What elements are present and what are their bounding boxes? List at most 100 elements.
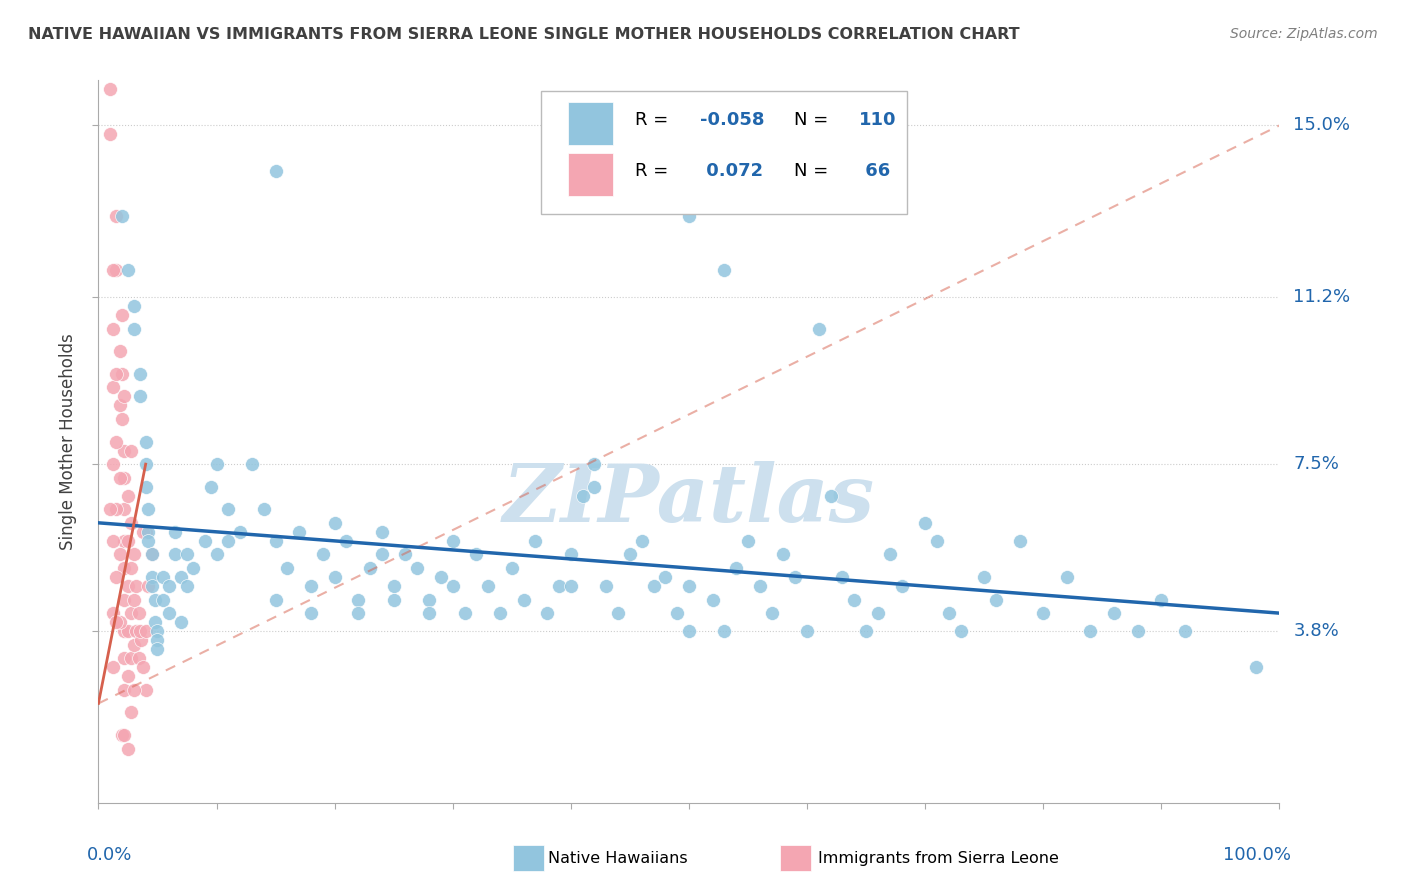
- Point: [136, 579, 159, 593]
- Point: [143, 592, 166, 607]
- Point: [121, 651, 143, 665]
- Point: [105, 502, 128, 516]
- Point: [1032, 606, 1054, 620]
- Point: [524, 533, 547, 548]
- Point: [111, 209, 134, 223]
- Point: [512, 592, 534, 607]
- Point: [418, 606, 440, 620]
- Point: [111, 367, 134, 381]
- Point: [548, 579, 571, 593]
- Text: N =: N =: [794, 111, 834, 128]
- Point: [101, 263, 124, 277]
- Point: [949, 624, 972, 639]
- Point: [831, 570, 853, 584]
- Point: [501, 561, 523, 575]
- Point: [108, 548, 131, 562]
- Point: [128, 606, 150, 620]
- Point: [807, 321, 830, 335]
- Point: [157, 579, 180, 593]
- Point: [323, 516, 346, 530]
- Point: [98, 82, 121, 96]
- Point: [111, 412, 134, 426]
- Point: [152, 592, 174, 607]
- Point: [418, 592, 440, 607]
- Point: [1102, 606, 1125, 620]
- Point: [1150, 592, 1173, 607]
- Point: [108, 471, 131, 485]
- Point: [240, 457, 263, 471]
- Point: [536, 606, 558, 620]
- FancyBboxPatch shape: [568, 153, 613, 196]
- Point: [128, 624, 150, 639]
- Point: [441, 579, 464, 593]
- Point: [925, 533, 948, 548]
- Point: [1080, 624, 1102, 639]
- Text: -0.058: -0.058: [700, 111, 763, 128]
- Point: [748, 579, 770, 593]
- Point: [217, 533, 239, 548]
- Point: [122, 638, 145, 652]
- Point: [135, 624, 157, 639]
- Point: [146, 642, 169, 657]
- Point: [702, 592, 724, 607]
- Point: [194, 533, 217, 548]
- Point: [323, 570, 346, 584]
- Text: 0.0%: 0.0%: [87, 847, 132, 864]
- Point: [121, 516, 143, 530]
- Point: [253, 502, 276, 516]
- Point: [820, 489, 842, 503]
- Point: [135, 524, 157, 539]
- Point: [335, 533, 357, 548]
- Point: [101, 660, 124, 674]
- Point: [643, 579, 665, 593]
- Point: [125, 624, 148, 639]
- Point: [112, 651, 135, 665]
- Text: Immigrants from Sierra Leone: Immigrants from Sierra Leone: [818, 851, 1059, 865]
- Point: [121, 561, 143, 575]
- Point: [619, 548, 641, 562]
- Point: [108, 398, 131, 412]
- Point: [785, 570, 807, 584]
- Point: [176, 579, 198, 593]
- Point: [630, 533, 652, 548]
- Text: 7.5%: 7.5%: [1294, 455, 1340, 473]
- Text: 100.0%: 100.0%: [1223, 847, 1291, 864]
- Point: [128, 389, 150, 403]
- Point: [146, 624, 169, 639]
- Point: [117, 263, 139, 277]
- Point: [117, 533, 139, 548]
- Point: [157, 606, 180, 620]
- Point: [136, 502, 159, 516]
- Point: [122, 321, 145, 335]
- Point: [101, 606, 124, 620]
- Point: [105, 263, 128, 277]
- Point: [122, 682, 145, 697]
- Text: 66: 66: [859, 161, 890, 180]
- Point: [108, 615, 131, 630]
- Point: [855, 624, 877, 639]
- Point: [101, 457, 124, 471]
- Point: [666, 606, 689, 620]
- Point: [98, 502, 121, 516]
- Point: [112, 682, 135, 697]
- Text: N =: N =: [794, 161, 834, 180]
- Point: [117, 741, 139, 756]
- Point: [276, 561, 298, 575]
- Point: [866, 606, 889, 620]
- Text: Native Hawaiians: Native Hawaiians: [548, 851, 688, 865]
- Point: [135, 457, 157, 471]
- Point: [984, 592, 1007, 607]
- Point: [713, 624, 735, 639]
- Point: [122, 299, 145, 313]
- Text: R =: R =: [634, 111, 673, 128]
- FancyBboxPatch shape: [568, 102, 613, 145]
- Point: [122, 592, 145, 607]
- Point: [347, 606, 370, 620]
- Point: [121, 443, 143, 458]
- Point: [938, 606, 960, 620]
- Text: 11.2%: 11.2%: [1294, 288, 1351, 306]
- Point: [112, 561, 135, 575]
- Point: [181, 561, 204, 575]
- Point: [98, 128, 121, 142]
- Point: [105, 570, 128, 584]
